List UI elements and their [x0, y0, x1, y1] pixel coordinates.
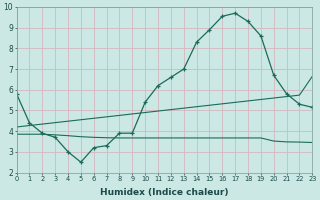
X-axis label: Humidex (Indice chaleur): Humidex (Indice chaleur) [100, 188, 229, 197]
